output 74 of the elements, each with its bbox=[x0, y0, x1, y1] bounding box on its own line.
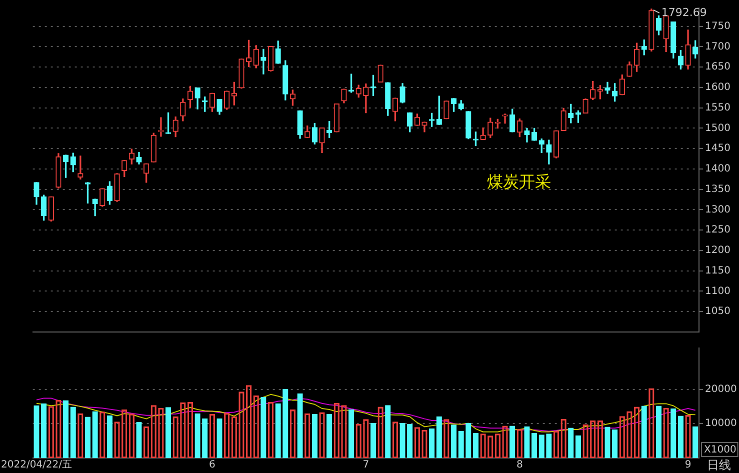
bar bbox=[312, 414, 318, 458]
bar bbox=[524, 426, 530, 458]
bar bbox=[326, 414, 332, 458]
bar bbox=[282, 388, 288, 458]
bar bbox=[84, 416, 91, 458]
bar bbox=[407, 424, 413, 458]
bar bbox=[568, 428, 574, 458]
bar bbox=[670, 408, 676, 458]
bar bbox=[62, 400, 69, 458]
candlestick bbox=[260, 48, 266, 74]
candlestick bbox=[78, 156, 84, 180]
bar bbox=[458, 430, 464, 458]
x-tick-label: 6 bbox=[209, 460, 216, 471]
bar bbox=[202, 418, 208, 458]
candlestick bbox=[158, 117, 164, 137]
bar bbox=[678, 416, 684, 458]
y-tick-label: 1600 bbox=[705, 82, 730, 94]
bar bbox=[531, 432, 538, 458]
y-tick-label: 1350 bbox=[705, 184, 730, 195]
x-tick-label: 2022/04/22/五 bbox=[0, 460, 72, 471]
bar bbox=[472, 432, 479, 458]
x-tick-label: 7 bbox=[362, 460, 370, 471]
bar bbox=[575, 435, 582, 458]
y-tick-label: 1550 bbox=[705, 102, 730, 114]
bar bbox=[370, 422, 376, 458]
bar bbox=[450, 424, 457, 458]
bar bbox=[641, 406, 647, 458]
candlestick bbox=[502, 114, 508, 124]
y-tick-label: 1700 bbox=[705, 41, 730, 52]
y-tick-label: 1150 bbox=[705, 265, 730, 276]
bar bbox=[428, 428, 435, 458]
y-tick-label: 1500 bbox=[705, 122, 730, 134]
text: 日线 bbox=[707, 458, 731, 472]
y-tick-label: 1100 bbox=[705, 286, 730, 297]
x-tick-label: 9 bbox=[684, 460, 692, 471]
bar bbox=[612, 429, 618, 458]
bar bbox=[92, 411, 98, 458]
y-tick-label: 1650 bbox=[705, 62, 730, 73]
y-tick-label: 1050 bbox=[705, 306, 730, 318]
bar bbox=[106, 415, 113, 458]
bar bbox=[194, 413, 200, 458]
y-tick-label: 1750 bbox=[705, 20, 730, 32]
bar bbox=[656, 406, 662, 458]
bar bbox=[692, 426, 698, 458]
x-tick-label: 8 bbox=[516, 460, 523, 471]
bar bbox=[275, 403, 281, 458]
y-tick-label: 1250 bbox=[705, 224, 730, 236]
bar bbox=[34, 405, 40, 458]
bar bbox=[70, 406, 76, 458]
bar bbox=[297, 393, 303, 458]
y-tick-label: 20000 bbox=[705, 384, 737, 395]
annotation: 1792.69 bbox=[661, 6, 707, 19]
y-tick-label: 1450 bbox=[705, 143, 730, 154]
bar bbox=[260, 396, 266, 458]
bar bbox=[385, 405, 391, 458]
y-tick-label: 10000 bbox=[705, 418, 737, 430]
bar bbox=[466, 422, 472, 458]
bar bbox=[216, 418, 222, 458]
bar bbox=[40, 403, 47, 458]
bar bbox=[136, 422, 142, 458]
bar bbox=[604, 426, 610, 458]
bar bbox=[538, 434, 544, 458]
y-tick-label: 1300 bbox=[705, 204, 730, 216]
candlestick bbox=[604, 82, 610, 94]
bar bbox=[510, 426, 516, 458]
bar bbox=[546, 434, 552, 458]
bar bbox=[400, 422, 406, 458]
bar bbox=[165, 407, 172, 458]
y-tick-label: 1400 bbox=[705, 164, 730, 175]
text: X1000 bbox=[704, 444, 736, 456]
y-tick-label: 1200 bbox=[705, 245, 730, 256]
bar bbox=[436, 416, 442, 458]
text: 煤炭开采 bbox=[487, 172, 552, 192]
bar bbox=[348, 409, 354, 458]
